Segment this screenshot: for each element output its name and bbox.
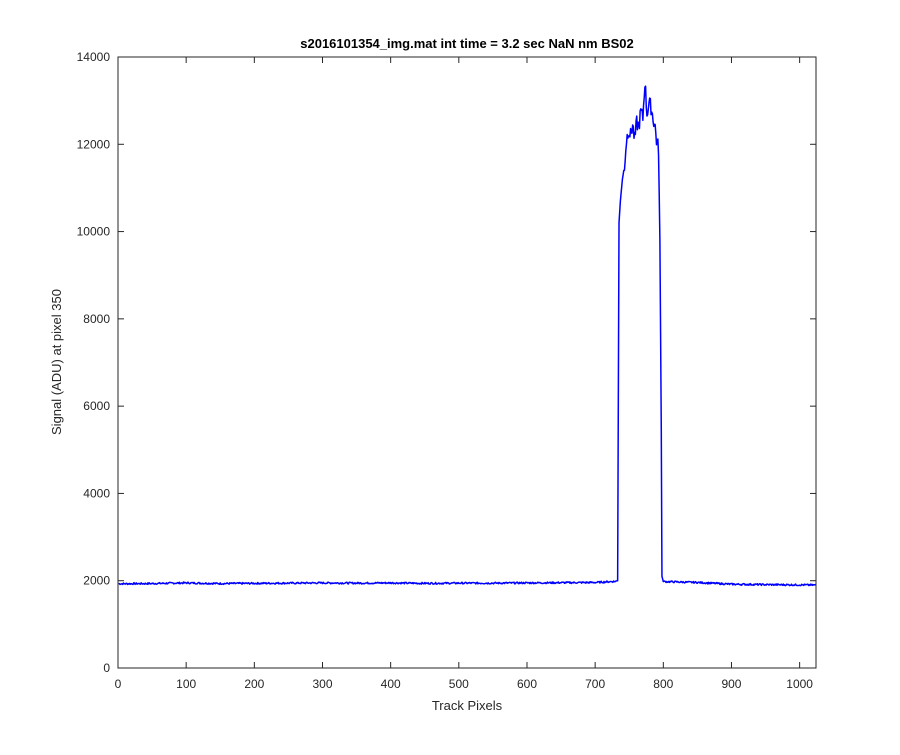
x-tick-label: 500 — [449, 677, 469, 691]
plot-area — [118, 57, 816, 668]
y-axis-label: Signal (ADU) at pixel 350 — [49, 289, 64, 435]
y-tick-label: 14000 — [77, 50, 111, 64]
x-tick-label: 900 — [721, 677, 741, 691]
x-tick-label: 0 — [115, 677, 122, 691]
x-tick-label: 400 — [381, 677, 401, 691]
x-tick-label: 1000 — [786, 677, 813, 691]
y-tick-label: 12000 — [77, 137, 111, 151]
y-tick-label: 4000 — [83, 486, 110, 500]
y-tick-label: 10000 — [77, 225, 111, 239]
x-axis-label: Track Pixels — [432, 698, 503, 713]
x-tick-label: 200 — [244, 677, 264, 691]
x-tick-label: 100 — [176, 677, 196, 691]
y-tick-label: 0 — [103, 661, 110, 675]
axes-box — [117, 56, 817, 669]
x-tick-label: 800 — [653, 677, 673, 691]
x-tick-label: 600 — [517, 677, 537, 691]
x-tick-label: 700 — [585, 677, 605, 691]
signal-line — [118, 85, 817, 587]
x-tick-label: 300 — [312, 677, 332, 691]
y-tick-label: 2000 — [83, 574, 110, 588]
chart-title: s2016101354_img.mat int time = 3.2 sec N… — [300, 36, 634, 51]
y-tick-label: 8000 — [83, 312, 110, 326]
y-tick-label: 6000 — [83, 399, 110, 413]
